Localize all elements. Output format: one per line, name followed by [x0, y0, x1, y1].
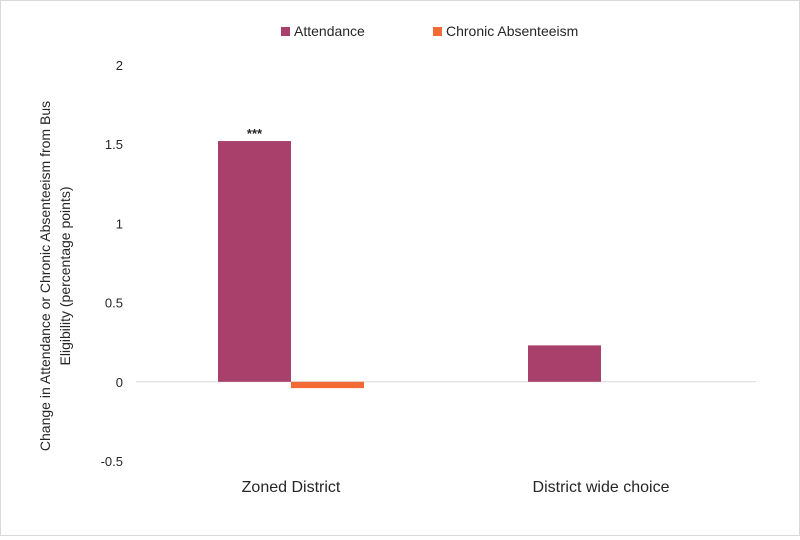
y-tick-label: 1.5: [105, 137, 123, 152]
plot-area: ***: [136, 126, 756, 389]
y-tick-label: 0.5: [105, 296, 123, 311]
y-tick-label: 1: [116, 216, 123, 231]
y-tick-label: 2: [116, 58, 123, 73]
y-tick-label: -0.5: [101, 454, 123, 469]
bar-attendance: [528, 345, 601, 382]
x-category-label: Zoned District: [242, 479, 341, 496]
legend-swatch: [281, 27, 290, 36]
x-axis: Zoned District District wide choice: [242, 479, 670, 496]
x-category-label: District wide choice: [533, 479, 670, 496]
legend-label: Chronic Absenteeism: [446, 23, 578, 39]
bar-chronic-absenteeism: [291, 381, 364, 389]
y-tick-label: 0: [116, 375, 123, 390]
significance-label: ***: [247, 126, 263, 141]
y-axis: 2 1.5 1 0.5 0 -0.5: [101, 58, 123, 469]
y-axis-title-line-1: Change in Attendance or Chronic Absentee…: [37, 101, 53, 451]
y-axis-title-line-2: Eligibility (percentage points): [57, 187, 73, 366]
legend: Attendance Chronic Absenteeism: [281, 23, 578, 39]
legend-label: Attendance: [294, 23, 365, 39]
legend-swatch: [433, 27, 442, 36]
bar-attendance: [218, 141, 291, 382]
